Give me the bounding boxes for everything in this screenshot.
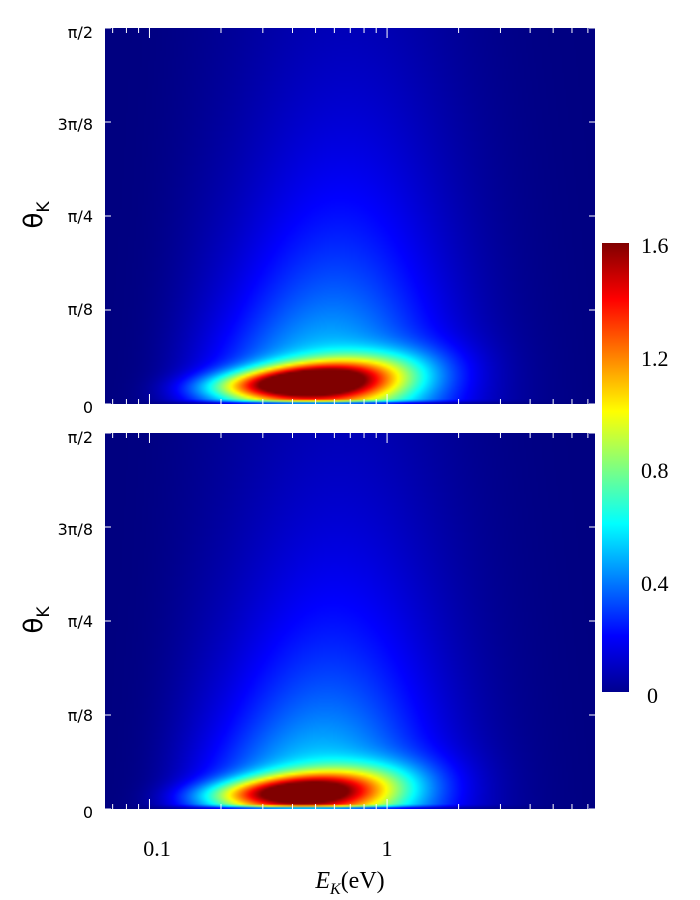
x-axis-label-sub: K	[329, 881, 342, 898]
bottom-y-tick-label-0: 0	[83, 803, 93, 822]
top-y-tick-label-0: 0	[83, 398, 93, 417]
top-y-tick-label-pi2: π/2	[68, 23, 93, 42]
bottom-y-tick-label-3pi8: 3π/8	[58, 520, 93, 539]
top-heatmap-image	[105, 28, 595, 404]
top-y-tick-label-pi8: π/8	[68, 300, 93, 319]
colorbar: 1.6 1.2 0.8 0.4 0	[602, 233, 669, 708]
x-axis-label: EK(eV)	[314, 868, 384, 898]
bottom-panel-ticks	[105, 432, 595, 810]
colorbar-gradient	[602, 243, 629, 692]
x-axis-label-var: E	[314, 868, 330, 894]
x-axis-label-unit: (eV)	[341, 868, 385, 894]
top-y-tick-label-3pi8: 3π/8	[58, 115, 93, 134]
top-y-tick-label-pi4: π/4	[68, 207, 93, 226]
top-y-axis-label: θK	[19, 201, 54, 229]
bottom-y-tick-label-pi8: π/8	[68, 706, 93, 725]
bottom-y-axis-label-sub: K	[34, 606, 54, 618]
colorbar-tick-label-0: 0	[647, 683, 658, 708]
colorbar-tick-label-1-2: 1.2	[641, 346, 669, 371]
bottom-y-axis-label: θK	[19, 606, 54, 634]
bottom-y-axis-label-var: θ	[19, 618, 49, 634]
bottom-y-tick-label-pi2: π/2	[68, 428, 93, 447]
bottom-heatmap-image	[105, 433, 595, 809]
colorbar-tick-label-0-4: 0.4	[641, 571, 669, 596]
x-tick-label-0-1: 0.1	[143, 836, 171, 861]
colorbar-tick-label-0-8: 0.8	[641, 458, 669, 483]
colorbar-tick-label-1-6: 1.6	[641, 233, 669, 258]
top-panel-ticks	[105, 27, 595, 405]
bottom-y-tick-label-pi4: π/4	[68, 612, 93, 631]
top-y-axis-label-sub: K	[34, 201, 54, 213]
top-y-axis-label-var: θ	[19, 213, 49, 229]
top-panel: π/2 3π/8 π/4 π/8 0 θK	[19, 23, 595, 417]
bottom-panel: π/2 3π/8 π/4 π/8 0 θK	[19, 428, 595, 822]
x-tick-label-1: 1	[382, 836, 393, 861]
